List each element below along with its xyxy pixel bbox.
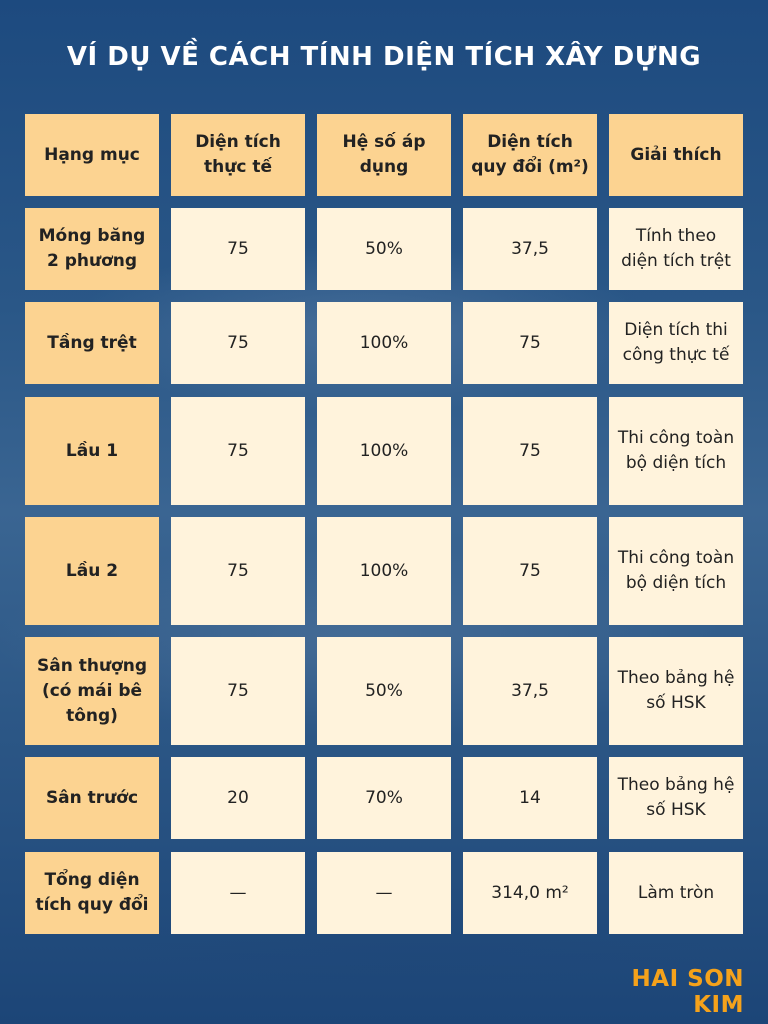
table-cell: 20 <box>171 757 305 839</box>
table-cell: Theo bảng hệ số HSK <box>609 757 743 839</box>
table-cell: 314,0 m² <box>463 852 597 934</box>
table-cell: 100% <box>317 517 451 625</box>
table-cell: 100% <box>317 302 451 384</box>
table-cell: 75 <box>171 208 305 290</box>
table-row-label: Lầu 1 <box>25 397 159 505</box>
header-cell: Hệ số áp dụng <box>317 114 451 196</box>
table-cell: Diện tích thi công thực tế <box>609 302 743 384</box>
header-cell: Diện tích quy đổi (m²) <box>463 114 597 196</box>
table-row-label: Sân thượng (có mái bê tông) <box>25 637 159 745</box>
table-cell: 100% <box>317 397 451 505</box>
table-cell: 50% <box>317 208 451 290</box>
table-row-label: Tổng diện tích quy đổi <box>25 852 159 934</box>
table-cell: Thi công toàn bộ diện tích <box>609 397 743 505</box>
table-row-label: Móng băng 2 phương <box>25 208 159 290</box>
table-cell: — <box>317 852 451 934</box>
page-title: VÍ DỤ VỀ CÁCH TÍNH DIỆN TÍCH XÂY DỰNG <box>66 42 702 72</box>
header-cell: Hạng mục <box>25 114 159 196</box>
table-cell: Thi công toàn bộ diện tích <box>609 517 743 625</box>
table-cell: 70% <box>317 757 451 839</box>
table-cell: Làm tròn <box>609 852 743 934</box>
table-cell: — <box>171 852 305 934</box>
table-cell: 50% <box>317 637 451 745</box>
table-cell: 75 <box>463 302 597 384</box>
table-cell: 75 <box>171 397 305 505</box>
brand-logo: HAI SON KIM <box>631 966 744 1018</box>
table-cell: 75 <box>463 517 597 625</box>
table-cell: Tính theo diện tích trệt <box>609 208 743 290</box>
table-cell: 75 <box>171 302 305 384</box>
table-cell: 75 <box>171 637 305 745</box>
header-cell: Giải thích <box>609 114 743 196</box>
table-cell: 75 <box>463 397 597 505</box>
table-cell: 75 <box>171 517 305 625</box>
header-cell: Diện tích thực tế <box>171 114 305 196</box>
table-cell: 37,5 <box>463 637 597 745</box>
table-row-label: Sân trước <box>25 757 159 839</box>
table-cell: 14 <box>463 757 597 839</box>
table-cell: Theo bảng hệ số HSK <box>609 637 743 745</box>
table-row-label: Tầng trệt <box>25 302 159 384</box>
table-row-label: Lầu 2 <box>25 517 159 625</box>
table-cell: 37,5 <box>463 208 597 290</box>
